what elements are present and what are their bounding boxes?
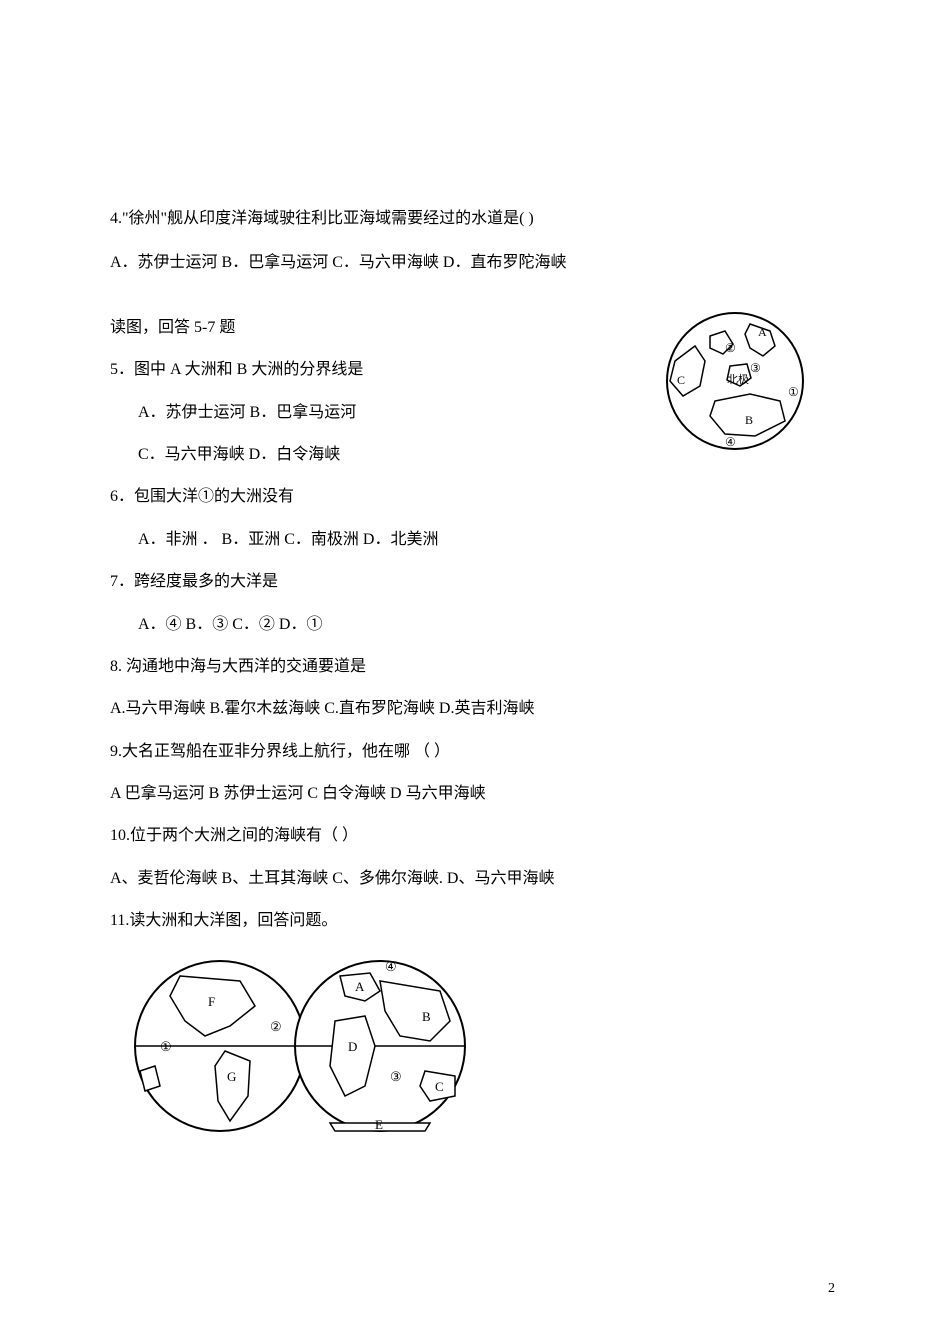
map-label-a: A [355,979,365,994]
page-number: 2 [828,1281,835,1297]
q9-text: 9.大名正驾船在亚非分界线上航行，他在哪 （ ） [110,733,835,771]
q7-text: 7．跨经度最多的大洋是 [110,563,835,601]
q7: 7．跨经度最多的大洋是 A．④ B．③ C．② D．① [110,563,835,644]
map-label-4: ④ [385,959,397,974]
document-body: 4."徐州"舰从印度洋海域驶往利比亚海域需要经过的水道是( ) A．苏伊士运河 … [110,200,835,1141]
globe-label-1: ① [788,385,799,399]
q6-options: A．非洲 ． B．亚洲 C．南极洲 D．北美洲 [110,521,835,559]
q10-options: A、麦哲伦海峡 B、土耳其海峡 C、多佛尔海峡. D、马六甲海峡 [110,860,835,898]
q6: 6．包围大洋①的大洲没有 A．非洲 ． B．亚洲 C．南极洲 D．北美洲 [110,478,835,559]
map-label-f: F [208,994,215,1009]
q4-options: A．苏伊士运河 B．巴拿马运河 C．马六甲海峡 D．直布罗陀海峡 [110,244,835,282]
globe-label-2: ② [725,341,736,355]
map-label-2: ② [270,1019,282,1034]
map-label-d: D [348,1039,357,1054]
q11-text: 11.读大洲和大洋图，回答问题。 [110,902,835,940]
map-label-g: G [227,1069,236,1084]
globe-label-3: ③ [750,361,761,375]
q4-text: 4."徐州"舰从印度洋海域驶往利比亚海域需要经过的水道是( ) [110,200,835,238]
q7-options: A．④ B．③ C．② D．① [110,606,835,644]
q8-text: 8. 沟通地中海与大西洋的交通要道是 [110,648,835,686]
globe-label-c: C [677,373,685,387]
q6-text: 6．包围大洋①的大洲没有 [110,478,835,516]
q9-options: A 巴拿马运河 B 苏伊士运河 C 白令海峡 D 马六甲海峡 [110,775,835,813]
map-label-b: B [422,1009,431,1024]
globe-figure: A B C 北极 ① ② ③ ④ [655,306,815,456]
q8: 8. 沟通地中海与大西洋的交通要道是 A.马六甲海峡 B.霍尔木兹海峡 C.直布… [110,648,835,729]
map-label-e: E [375,1117,383,1132]
globe-label-b: B [745,413,753,427]
q8-options: A.马六甲海峡 B.霍尔木兹海峡 C.直布罗陀海峡 D.英吉利海峡 [110,690,835,728]
map-label-c: C [435,1079,444,1094]
q10-text: 10.位于两个大洲之间的海峡有（ ） [110,817,835,855]
globe-label-a: A [758,325,767,339]
map-label-3: ③ [390,1069,402,1084]
world-map-figure: F G ① ② A B C D E ③ ④ [130,951,470,1141]
q9: 9.大名正驾船在亚非分界线上航行，他在哪 （ ） A 巴拿马运河 B 苏伊士运河… [110,733,835,814]
globe-label-pole: 北极 [727,372,749,386]
q10: 10.位于两个大洲之间的海峡有（ ） A、麦哲伦海峡 B、土耳其海峡 C、多佛尔… [110,817,835,898]
globe-label-4: ④ [725,435,736,449]
map-label-1: ① [160,1039,172,1054]
